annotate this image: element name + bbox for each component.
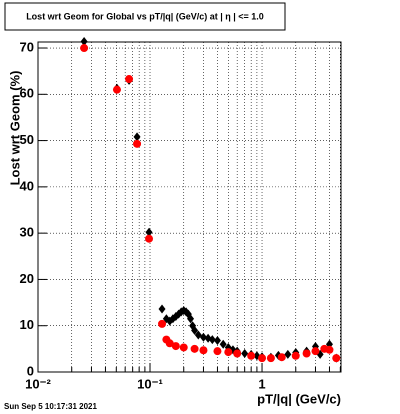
data-point — [277, 353, 286, 362]
data-point — [302, 349, 311, 358]
data-point — [199, 332, 207, 342]
x-tick-label: 10⁻² — [25, 376, 51, 391]
data-point — [158, 319, 167, 328]
y-axis-label: Lost wrt Geom (%) — [7, 71, 22, 186]
data-point — [233, 349, 242, 358]
data-point — [258, 354, 267, 363]
data-point — [224, 348, 233, 357]
data-point — [158, 304, 166, 314]
data-point — [80, 44, 89, 53]
y-tick-label: 60 — [20, 86, 34, 101]
y-tick-label: 30 — [20, 225, 34, 240]
y-tick-label: 0 — [27, 363, 34, 378]
data-point — [266, 354, 275, 363]
data-point — [241, 348, 249, 358]
y-tick-label: 40 — [20, 178, 34, 193]
x-axis-label: pT/|q| (GeV/c) — [257, 391, 341, 406]
data-point — [80, 37, 88, 47]
data-point — [145, 227, 153, 237]
data-point — [208, 335, 216, 345]
data-point — [112, 85, 121, 94]
x-tick-label: 10⁻¹ — [137, 376, 163, 391]
x-tick-label: 1 — [258, 376, 265, 391]
y-tick-label: 10 — [20, 317, 34, 332]
data-point — [191, 325, 199, 335]
y-tick-label: 70 — [20, 39, 34, 54]
data-point — [213, 336, 221, 346]
data-point — [179, 343, 188, 352]
data-point — [165, 339, 174, 348]
data-point — [133, 139, 142, 148]
data-point — [199, 346, 208, 355]
data-point — [171, 342, 180, 351]
data-point — [284, 349, 292, 359]
chart-title: Lost wrt Geom for Global vs pT/|q| (GeV/… — [26, 11, 264, 21]
data-point — [332, 354, 341, 363]
data-point — [145, 234, 154, 243]
data-point — [291, 351, 300, 360]
data-point — [213, 347, 222, 356]
title-box — [4, 2, 286, 31]
y-tick-label: 20 — [20, 271, 34, 286]
data-point — [125, 75, 134, 84]
y-tick-label: 50 — [20, 132, 34, 147]
data-point — [325, 345, 334, 354]
data-point — [190, 344, 199, 353]
data-point — [187, 314, 195, 324]
data-point — [219, 339, 227, 349]
data-point — [133, 132, 141, 142]
data-point — [311, 347, 320, 356]
data-point — [247, 351, 256, 360]
footer: Sun Sep 5 10:17:31 2021 — [4, 402, 97, 411]
plot-frame — [37, 41, 342, 373]
